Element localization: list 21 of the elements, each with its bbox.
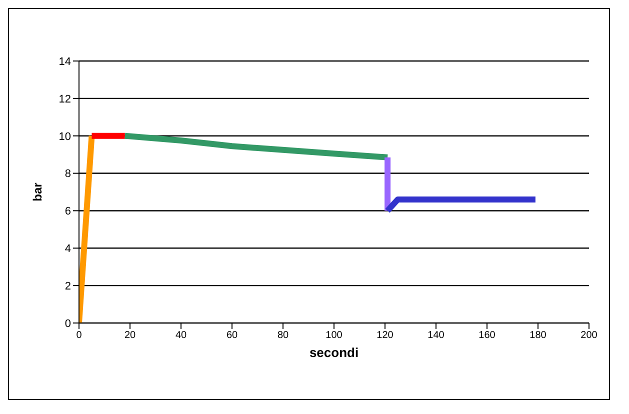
x-tick-label: 200 <box>580 330 598 342</box>
y-tick-label: 10 <box>58 130 71 143</box>
x-tick-label: 80 <box>277 330 289 342</box>
y-tick-label: 6 <box>64 206 71 218</box>
y-tick-label: 8 <box>64 168 71 180</box>
x-tick-label: 100 <box>326 330 343 342</box>
x-tick-label: 120 <box>376 330 394 342</box>
x-tick-label: 180 <box>530 330 547 342</box>
y-tick-label: 0 <box>64 318 71 330</box>
y-tick-label: 2 <box>64 280 71 292</box>
x-tick-label: 0 <box>76 330 82 342</box>
x-tick-label: 160 <box>478 330 496 342</box>
x-axis-title: secondi <box>309 345 359 360</box>
x-tick-label: 40 <box>175 330 187 342</box>
y-tick-label: 14 <box>58 56 71 68</box>
y-tick-label: 4 <box>64 243 71 256</box>
y-axis-title: bar <box>30 182 44 202</box>
x-tick-label: 20 <box>124 330 136 342</box>
x-tick-label: 60 <box>226 330 238 342</box>
x-tick-label: 140 <box>428 330 445 342</box>
y-tick-label: 12 <box>58 93 71 106</box>
